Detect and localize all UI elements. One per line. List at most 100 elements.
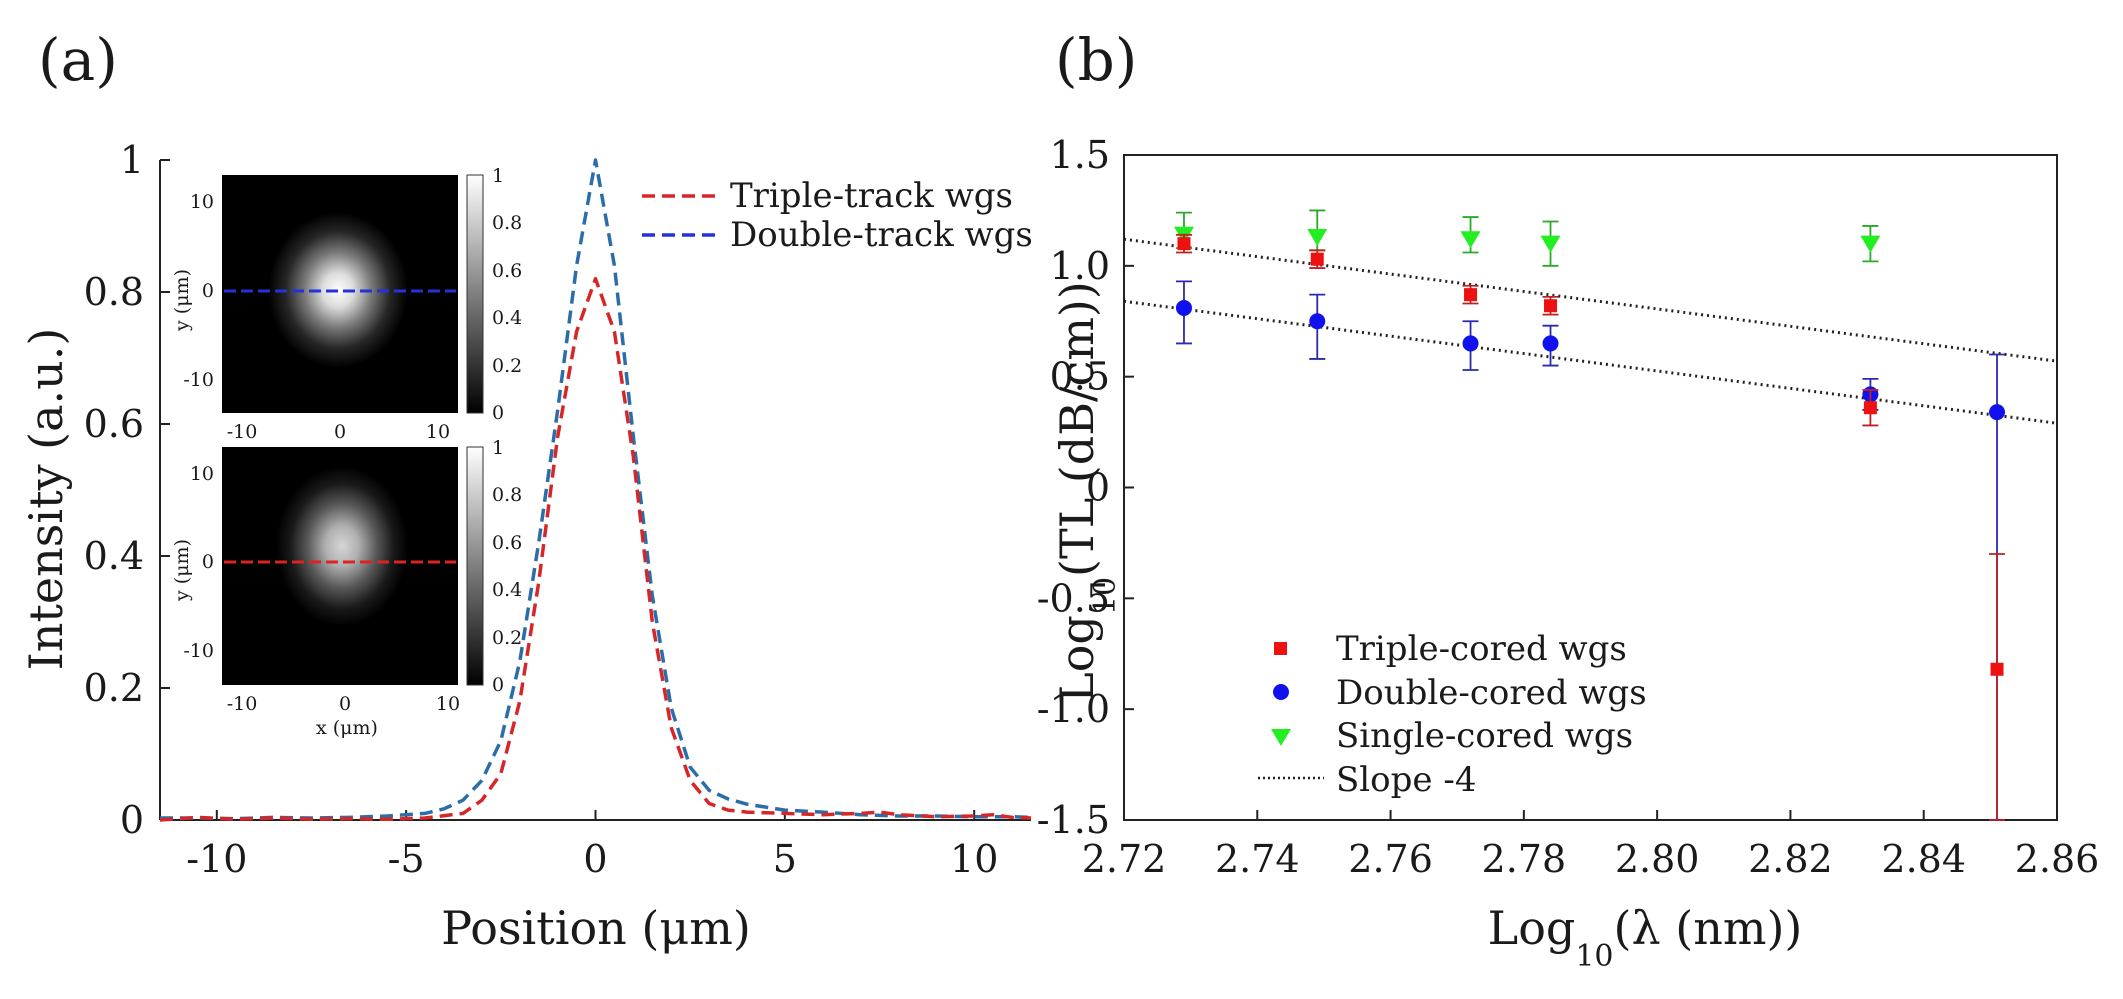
data-point-single-cored (1307, 229, 1328, 247)
inset-top-xtick: 0 (334, 421, 346, 443)
inset-top-xtick: 10 (426, 421, 450, 443)
panel-a-y-tick-label: 1 (120, 138, 144, 182)
inset-bottom-ytick: -10 (183, 640, 214, 662)
data-point-triple-cored (1863, 401, 1877, 415)
panel-b-y-axis-label: Log10(TL (dB/cm)) (1050, 281, 1123, 703)
data-point-triple-cored (1177, 237, 1191, 251)
data-point-double-cored (1462, 335, 1479, 352)
inset-bottom-cbar-tick: 1 (492, 437, 504, 459)
inset-top-xtick: -10 (227, 421, 258, 443)
inset-bottom-ytick: 10 (190, 463, 214, 485)
slope-fit-line (1123, 237, 2058, 363)
panel-a-x-tick-label: 0 (583, 837, 607, 881)
inset-bottom-y-label: y (μm) (171, 539, 193, 602)
inset-bottom-cbar-tick: 0.2 (492, 627, 522, 649)
panel-a-y-tick-label: 0 (120, 798, 144, 842)
data-point-single-cored (1860, 235, 1881, 253)
panel-b-fit-lines (1123, 237, 2058, 425)
data-point-double-cored (1309, 313, 1326, 330)
panel-a-series (159, 158, 1032, 822)
inset-bottom-xtick: -10 (227, 693, 258, 715)
panel-b-x-axis-label: Log10(λ (nm)) (1488, 901, 1803, 974)
legend-label-double-track: Double-track wgs (730, 215, 1033, 255)
series-line-triple-track (159, 277, 1032, 822)
inset-top-cbar-tick: 0.6 (492, 260, 522, 282)
data-point-double-cored (1542, 335, 1559, 352)
panel-a-y-tick-label: 0.2 (84, 666, 144, 710)
inset-top-colorbar-ticks: 1 0.8 0.6 0.4 0.2 0 (492, 165, 522, 424)
legend-label-triple-track: Triple-track wgs (730, 176, 1013, 216)
legend-label-single-cored: Single-cored wgs (1336, 716, 1633, 756)
data-point-double-cored (1989, 404, 2006, 421)
legend-marker-double-cored (1273, 684, 1289, 700)
inset-top: 1 0.8 0.6 0.4 0.2 0 10 0 -10 -10 0 10 y … (171, 165, 522, 443)
data-point-triple-cored (1544, 299, 1558, 313)
panel-a-legend: Triple-track wgs Double-track wgs (642, 176, 1033, 255)
inset-bottom-cbar-tick: 0 (492, 674, 504, 696)
panel-a-x-tick-label: -10 (186, 837, 247, 881)
legend-marker-single-cored (1271, 729, 1291, 746)
inset-bottom-colorbar-ticks: 1 0.8 0.6 0.4 0.2 0 (492, 437, 522, 696)
panel-b-legend: Triple-cored wgs Double-cored wgs Single… (1258, 629, 1647, 800)
series-line-double-track (160, 158, 1032, 821)
panel-b-y-tick-label: -1.0 (1037, 687, 1110, 731)
inset-top-cbar-tick: 1 (492, 165, 504, 187)
data-point-single-cored (1540, 235, 1561, 253)
panel-a-y-tick-label: 0.4 (84, 534, 144, 578)
panel-b-x-tick-label: 2.76 (1348, 837, 1433, 881)
legend-label-triple-cored: Triple-cored wgs (1336, 629, 1627, 669)
panel-b-y-tick-label: 1.0 (1050, 244, 1110, 288)
panel-b-x-tick-label: 2.84 (1881, 837, 1966, 881)
panel-b-ticks: 2.72 2.74 2.76 2.78 2.80 2.82 2.84 2.86 -1.5 -1.0… (1037, 133, 2100, 881)
panel-b-y-tick-label: -1.5 (1037, 798, 1110, 842)
y-label-rest: (TL (dB/cm)) (1050, 281, 1104, 577)
panel-b-x-tick-label: 2.72 (1082, 837, 1167, 881)
inset-bottom-spot (276, 466, 408, 626)
inset-top-cbar-tick: 0.8 (492, 212, 522, 234)
panel-b-x-tick-label: 2.78 (1482, 837, 1567, 881)
inset-bottom-cbar-tick: 0.6 (492, 532, 522, 554)
inset-bottom-colorbar (466, 446, 484, 686)
inset-bottom-ytick: 0 (202, 551, 214, 573)
data-point-triple-cored (1310, 252, 1324, 266)
legend-label-slope: Slope -4 (1336, 760, 1476, 800)
panel-a-y-tick-label: 0.8 (84, 270, 144, 314)
inset-top-ytick: -10 (183, 369, 214, 391)
panel-b-y-tick-label: 0 (1086, 466, 1110, 510)
panel-b-label: (b) (1055, 26, 1137, 94)
inset-top-cbar-tick: 0 (492, 402, 504, 424)
panel-b-series (1173, 209, 2006, 821)
panel-b-y-tick-label: 1.5 (1050, 133, 1110, 177)
data-point-triple-cored (1990, 662, 2004, 676)
panel-a-y-axis-label: Intensity (a.u.) (19, 328, 73, 671)
x-label-subscript: 10 (1575, 939, 1613, 974)
panel-a-y-tick-label: 0.6 (84, 402, 144, 446)
inset-bottom: 1 0.8 0.6 0.4 0.2 0 10 0 -10 -10 0 10 x … (171, 437, 522, 739)
panel-a-x-tick-label: 10 (950, 837, 998, 881)
legend-label-double-cored: Double-cored wgs (1336, 673, 1647, 713)
y-label-log: Log (1050, 615, 1104, 703)
slope-fit-line (1123, 299, 2058, 425)
panel-b-y-tick-label: 0.5 (1050, 355, 1110, 399)
data-point-single-cored (1460, 231, 1481, 249)
x-label-log: Log (1488, 901, 1576, 955)
y-label-subscript: 10 (1088, 577, 1123, 615)
inset-top-ytick: 10 (190, 191, 214, 213)
inset-bottom-cbar-tick: 0.4 (492, 579, 522, 601)
panel-b-x-tick-label: 2.80 (1615, 837, 1700, 881)
panel-b-x-tick-label: 2.74 (1215, 837, 1300, 881)
data-point-triple-cored (1464, 288, 1478, 302)
x-label-rest: (λ (nm)) (1614, 901, 1803, 955)
panel-a-label: (a) (38, 26, 118, 94)
panel-b-y-tick-label: -0.5 (1037, 576, 1110, 620)
inset-top-cbar-tick: 0.2 (492, 355, 522, 377)
panel-b-x-tick-label: 2.82 (1748, 837, 1833, 881)
legend-marker-triple-cored (1274, 642, 1287, 655)
panel-a-x-tick-label: -5 (388, 837, 425, 881)
inset-top-colorbar (466, 174, 484, 414)
data-point-double-cored (1175, 299, 1192, 316)
inset-top-y-label: y (μm) (171, 269, 193, 332)
panel-a-x-tick-label: 5 (773, 837, 797, 881)
